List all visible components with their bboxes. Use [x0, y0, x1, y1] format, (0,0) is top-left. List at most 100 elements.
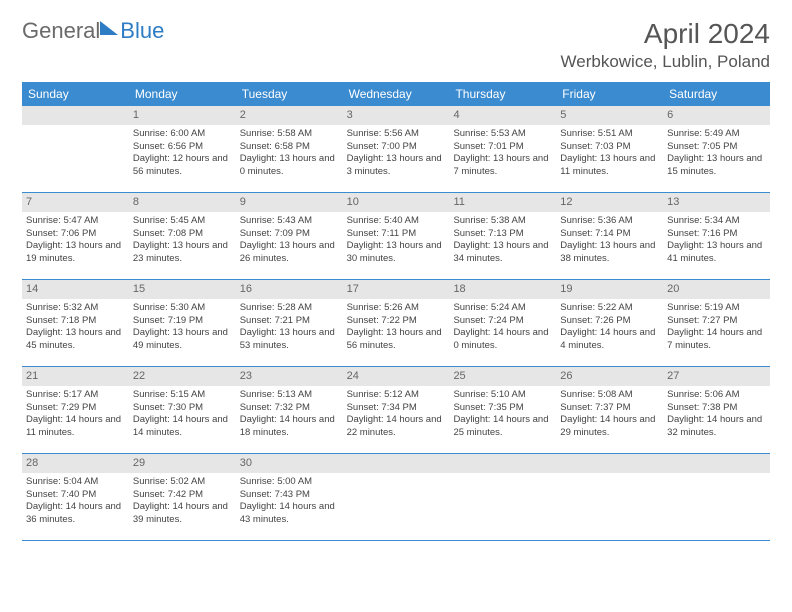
- sunrise-line: Sunrise: 5:15 AM: [133, 389, 232, 402]
- day-cell: 7Sunrise: 5:47 AMSunset: 7:06 PMDaylight…: [22, 193, 129, 279]
- daylight-line: Daylight: 14 hours and 43 minutes.: [240, 501, 339, 527]
- day-number: 22: [129, 367, 236, 386]
- day-header-cell: Wednesday: [343, 82, 450, 106]
- sunset-line: Sunset: 7:43 PM: [240, 489, 339, 502]
- sunrise-line: Sunrise: 5:49 AM: [667, 128, 766, 141]
- day-number: 19: [556, 280, 663, 299]
- daylight-line: Daylight: 14 hours and 22 minutes.: [347, 414, 446, 440]
- day-cell: 20Sunrise: 5:19 AMSunset: 7:27 PMDayligh…: [663, 280, 770, 366]
- day-number: 9: [236, 193, 343, 212]
- sunset-line: Sunset: 7:22 PM: [347, 315, 446, 328]
- sunrise-line: Sunrise: 5:47 AM: [26, 215, 125, 228]
- sunset-line: Sunset: 7:35 PM: [453, 402, 552, 415]
- day-number: 25: [449, 367, 556, 386]
- day-cell: 16Sunrise: 5:28 AMSunset: 7:21 PMDayligh…: [236, 280, 343, 366]
- sunrise-line: Sunrise: 5:22 AM: [560, 302, 659, 315]
- sunrise-line: Sunrise: 5:40 AM: [347, 215, 446, 228]
- sunset-line: Sunset: 7:00 PM: [347, 141, 446, 154]
- day-number: 8: [129, 193, 236, 212]
- sunrise-line: Sunrise: 5:45 AM: [133, 215, 232, 228]
- daylight-line: Daylight: 14 hours and 25 minutes.: [453, 414, 552, 440]
- day-cell: 3Sunrise: 5:56 AMSunset: 7:00 PMDaylight…: [343, 106, 450, 192]
- day-number: 16: [236, 280, 343, 299]
- day-number: 24: [343, 367, 450, 386]
- sunrise-line: Sunrise: 5:26 AM: [347, 302, 446, 315]
- day-cell: 22 Sunrise: 5:15 AMSunset: 7:30 PMDayligh…: [129, 367, 236, 453]
- sunset-line: Sunset: 6:56 PM: [133, 141, 232, 154]
- day-number: 2: [236, 106, 343, 125]
- day-number: 13: [663, 193, 770, 212]
- sunrise-line: Sunrise: 5:58 AM: [240, 128, 339, 141]
- sunset-line: Sunset: 7:42 PM: [133, 489, 232, 502]
- day-cell: 6Sunrise: 5:49 AMSunset: 7:05 PMDaylight…: [663, 106, 770, 192]
- day-cell: 30Sunrise: 5:00 AMSunset: 7:43 PMDayligh…: [236, 454, 343, 540]
- day-cell: 10Sunrise: 5:40 AMSunset: 7:11 PMDayligh…: [343, 193, 450, 279]
- sunset-line: Sunset: 7:01 PM: [453, 141, 552, 154]
- sunset-line: Sunset: 7:24 PM: [453, 315, 552, 328]
- day-cell: 11Sunrise: 5:38 AMSunset: 7:13 PMDayligh…: [449, 193, 556, 279]
- daylight-line: Daylight: 14 hours and 29 minutes.: [560, 414, 659, 440]
- location-text: Werbkowice, Lublin, Poland: [561, 52, 770, 72]
- day-number: 26: [556, 367, 663, 386]
- daylight-line: Daylight: 14 hours and 11 minutes.: [26, 414, 125, 440]
- daylight-line: Daylight: 14 hours and 14 minutes.: [133, 414, 232, 440]
- logo: General Blue: [22, 18, 164, 44]
- week-row: 21Sunrise: 5:17 AMSunset: 7:29 PMDayligh…: [22, 367, 770, 454]
- day-cell: 29Sunrise: 5:02 AMSunset: 7:42 PMDayligh…: [129, 454, 236, 540]
- week-row: 14Sunrise: 5:32 AMSunset: 7:18 PMDayligh…: [22, 280, 770, 367]
- sunrise-line: Sunrise: 5:28 AM: [240, 302, 339, 315]
- day-cell: 2Sunrise: 5:58 AMSunset: 6:58 PMDaylight…: [236, 106, 343, 192]
- day-number: 29: [129, 454, 236, 473]
- logo-text-general: General: [22, 18, 100, 44]
- day-cell: 1Sunrise: 6:00 AMSunset: 6:56 PMDaylight…: [129, 106, 236, 192]
- sunset-line: Sunset: 7:40 PM: [26, 489, 125, 502]
- week-row: 1 Sunrise: 6:00 AMSunset: 6:56 PM Daylight…: [22, 106, 770, 193]
- sunrise-line: Sunrise: 5:04 AM: [26, 476, 125, 489]
- daylight-line: Daylight: 13 hours and 26 minutes.: [240, 240, 339, 266]
- sunset-line: Sunset: 7:38 PM: [667, 402, 766, 415]
- sunrise-line: Sunrise: 5:34 AM: [667, 215, 766, 228]
- day-number: 30: [236, 454, 343, 473]
- day-number: 21: [22, 367, 129, 386]
- day-cell: 13Sunrise: 5:34 AMSunset: 7:16 PMDayligh…: [663, 193, 770, 279]
- day-header-row: SundayMondayTuesdayWednesdayThursdayFrid…: [22, 82, 770, 106]
- sunrise-line: Sunrise: 6:00 AM: [133, 128, 232, 141]
- day-cell: [663, 454, 770, 540]
- day-cell: 23Sunrise: 5:13 AMSunset: 7:32 PMDayligh…: [236, 367, 343, 453]
- day-number: [449, 454, 556, 473]
- day-number: 20: [663, 280, 770, 299]
- week-row: 28Sunrise: 5:04 AMSunset: 7:40 PMDayligh…: [22, 454, 770, 541]
- sunset-line: Sunset: 7:30 PM: [133, 402, 232, 415]
- day-cell: 12Sunrise: 5:36 AMSunset: 7:14 PMDayligh…: [556, 193, 663, 279]
- daylight-line: Daylight: 14 hours and 39 minutes.: [133, 501, 232, 527]
- daylight-line: Daylight: 13 hours and 38 minutes.: [560, 240, 659, 266]
- day-number: 1: [129, 106, 236, 125]
- day-header-cell: Saturday: [663, 82, 770, 106]
- day-cell: 15Sunrise: 5:30 AMSunset: 7:19 PMDayligh…: [129, 280, 236, 366]
- day-number: 27: [663, 367, 770, 386]
- day-number: 17: [343, 280, 450, 299]
- day-cell: 4Sunrise: 5:53 AMSunset: 7:01 PMDaylight…: [449, 106, 556, 192]
- daylight-line: Daylight: 14 hours and 18 minutes.: [240, 414, 339, 440]
- sunset-line: Sunset: 7:29 PM: [26, 402, 125, 415]
- day-cell: [22, 106, 129, 192]
- sunrise-line: Sunrise: 5:30 AM: [133, 302, 232, 315]
- day-number: 7: [22, 193, 129, 212]
- day-cell: 9Sunrise: 5:43 AMSunset: 7:09 PMDaylight…: [236, 193, 343, 279]
- day-cell: 19Sunrise: 5:22 AMSunset: 7:26 PMDayligh…: [556, 280, 663, 366]
- day-cell: 24Sunrise: 5:12 AMSunset: 7:34 PMDayligh…: [343, 367, 450, 453]
- sunrise-line: Sunrise: 5:13 AM: [240, 389, 339, 402]
- day-number: 10: [343, 193, 450, 212]
- day-cell: [343, 454, 450, 540]
- daylight-line: Daylight: 13 hours and 11 minutes.: [560, 153, 659, 179]
- sunset-line: Sunset: 7:08 PM: [133, 228, 232, 241]
- day-cell: 18Sunrise: 5:24 AMSunset: 7:24 PMDayligh…: [449, 280, 556, 366]
- day-number: [556, 454, 663, 473]
- day-number: 14: [22, 280, 129, 299]
- daylight-line: Daylight: 14 hours and 4 minutes.: [560, 327, 659, 353]
- sunrise-line: Sunrise: 5:10 AM: [453, 389, 552, 402]
- day-cell: 27Sunrise: 5:06 AMSunset: 7:38 PMDayligh…: [663, 367, 770, 453]
- day-cell: 21Sunrise: 5:17 AMSunset: 7:29 PMDayligh…: [22, 367, 129, 453]
- sunset-line: Sunset: 7:27 PM: [667, 315, 766, 328]
- logo-text-blue: Blue: [120, 18, 164, 44]
